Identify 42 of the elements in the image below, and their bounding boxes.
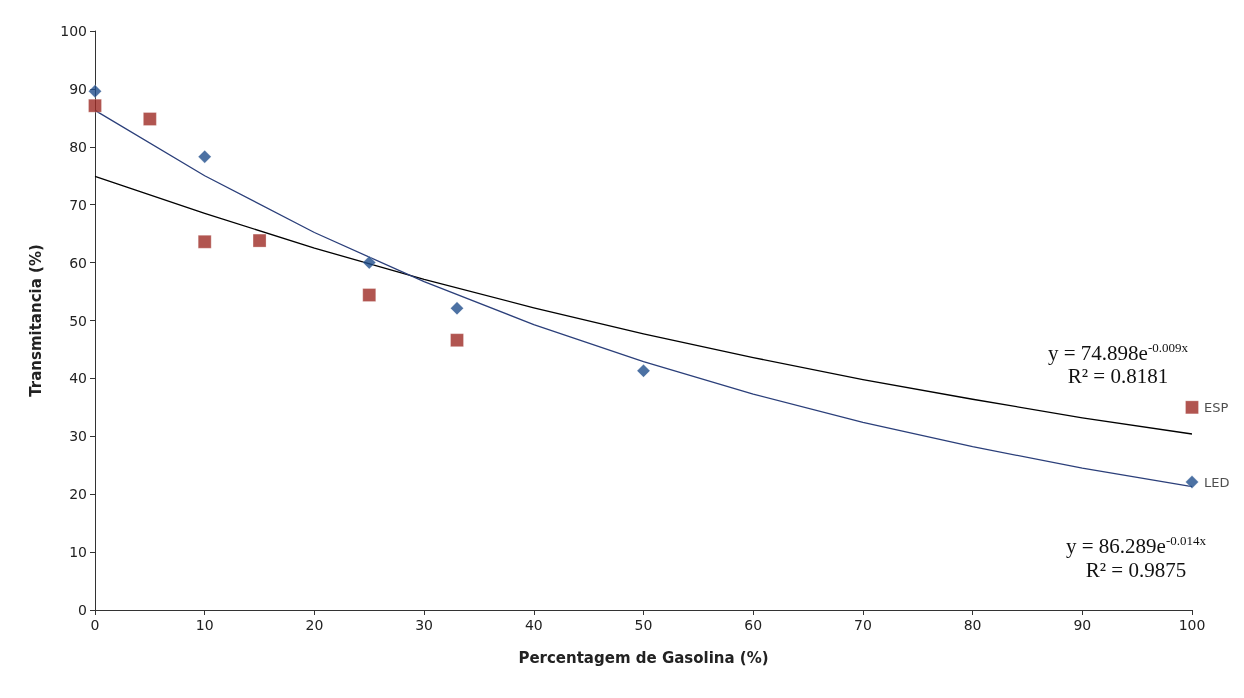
x-tick-label: 90 xyxy=(1073,617,1092,633)
annotation: R² = 0.9875 xyxy=(1085,558,1187,582)
y-tick-label: 50 xyxy=(69,312,87,329)
y-tick-label: 80 xyxy=(69,138,87,155)
point xyxy=(362,288,377,303)
x-tick-label: 60 xyxy=(744,617,763,633)
point xyxy=(88,98,102,113)
y-tick-label: 10 xyxy=(69,544,87,561)
annotation: R² = 0.8181 xyxy=(1067,364,1169,388)
x-tick-label: 30 xyxy=(415,617,434,633)
x-tick-label: 100 xyxy=(1178,617,1206,633)
point xyxy=(1185,475,1199,490)
point xyxy=(252,233,267,248)
y-tick-label: 30 xyxy=(69,428,87,445)
y-tick-label: 100 xyxy=(60,23,87,39)
x-axis-title: Percentagem de Gasolina (%) xyxy=(518,648,769,667)
x-tick-label: 80 xyxy=(963,617,982,633)
x-tick-label: 40 xyxy=(524,617,543,633)
y-tick-label: 70 xyxy=(69,196,87,213)
point xyxy=(450,301,465,316)
point xyxy=(450,333,465,348)
y-tick-label: 40 xyxy=(69,370,87,387)
x-tick-label: 70 xyxy=(853,617,872,633)
y-tick-label: 90 xyxy=(69,80,87,97)
x-tick-label: 0 xyxy=(90,617,100,633)
series-label: ESP xyxy=(1204,399,1229,415)
point xyxy=(1185,400,1199,415)
y-tick-label: 0 xyxy=(78,602,87,618)
x-tick-label: 10 xyxy=(195,617,214,633)
x-tick-label: 50 xyxy=(634,617,653,633)
point xyxy=(88,84,102,99)
x-tick-label: 20 xyxy=(305,617,324,633)
line-series xyxy=(94,175,1193,435)
y-tick-label: 60 xyxy=(69,254,87,271)
y-axis-title: Transmitancia (%) xyxy=(26,244,45,397)
series-label: LED xyxy=(1204,474,1230,490)
point xyxy=(142,112,157,127)
point xyxy=(636,363,651,378)
point xyxy=(362,255,377,270)
point xyxy=(197,149,212,164)
y-tick-label: 20 xyxy=(69,486,87,503)
point xyxy=(197,234,212,249)
